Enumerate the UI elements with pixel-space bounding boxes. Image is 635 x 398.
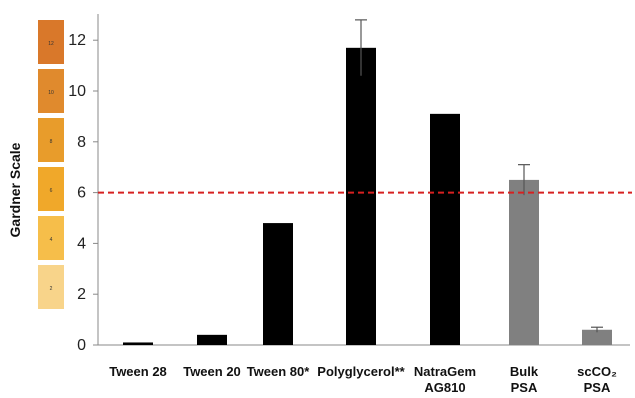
y-tick-label: 2 <box>77 286 86 303</box>
y-tick-label: 10 <box>68 83 86 100</box>
y-tick-label: 4 <box>77 235 86 252</box>
category-label: Tween 28 <box>109 364 167 379</box>
y-axis-title: Gardner Scale <box>7 142 23 237</box>
category-label: NatraGem <box>414 364 476 379</box>
y-tick-label: 12 <box>68 32 86 49</box>
y-tick-label: 6 <box>77 185 86 202</box>
category-label: scCO₂ <box>577 364 617 379</box>
bar <box>123 342 153 345</box>
gardner-color-scale: 12 10 8 6 4 2 <box>38 20 64 309</box>
error-bars <box>355 19 603 333</box>
color-swatch <box>38 20 64 64</box>
bar <box>197 334 227 345</box>
color-swatch-label: 12 <box>48 41 54 47</box>
bars <box>123 47 612 345</box>
bar <box>509 179 539 345</box>
category-label: Tween 20 <box>183 364 241 379</box>
category-label: AG810 <box>424 380 465 395</box>
color-swatch-label: 8 <box>50 139 53 145</box>
bar <box>582 329 612 345</box>
color-swatch <box>38 167 64 211</box>
y-axis-ticks: 0 2 4 6 8 10 12 <box>68 32 98 354</box>
y-tick-label: 0 <box>77 337 86 354</box>
color-swatch-label: 10 <box>48 90 54 96</box>
bar <box>346 47 376 345</box>
category-label: Polyglycerol** <box>317 364 405 379</box>
color-swatch-label: 2 <box>50 286 53 292</box>
category-label: PSA <box>584 380 611 395</box>
color-swatch <box>38 69 64 113</box>
category-label: PSA <box>511 380 538 395</box>
y-tick-label: 8 <box>77 134 86 151</box>
color-swatch <box>38 118 64 162</box>
category-label: Bulk <box>510 364 539 379</box>
color-swatch <box>38 216 64 260</box>
bar <box>430 113 460 345</box>
color-swatch <box>38 265 64 309</box>
bar <box>263 223 293 345</box>
color-swatch-label: 6 <box>50 188 53 194</box>
category-labels: Tween 28 Tween 20 Tween 80* Polyglycerol** N… <box>109 364 617 395</box>
color-swatch-label: 4 <box>50 237 53 243</box>
category-label: Tween 80* <box>247 364 311 379</box>
